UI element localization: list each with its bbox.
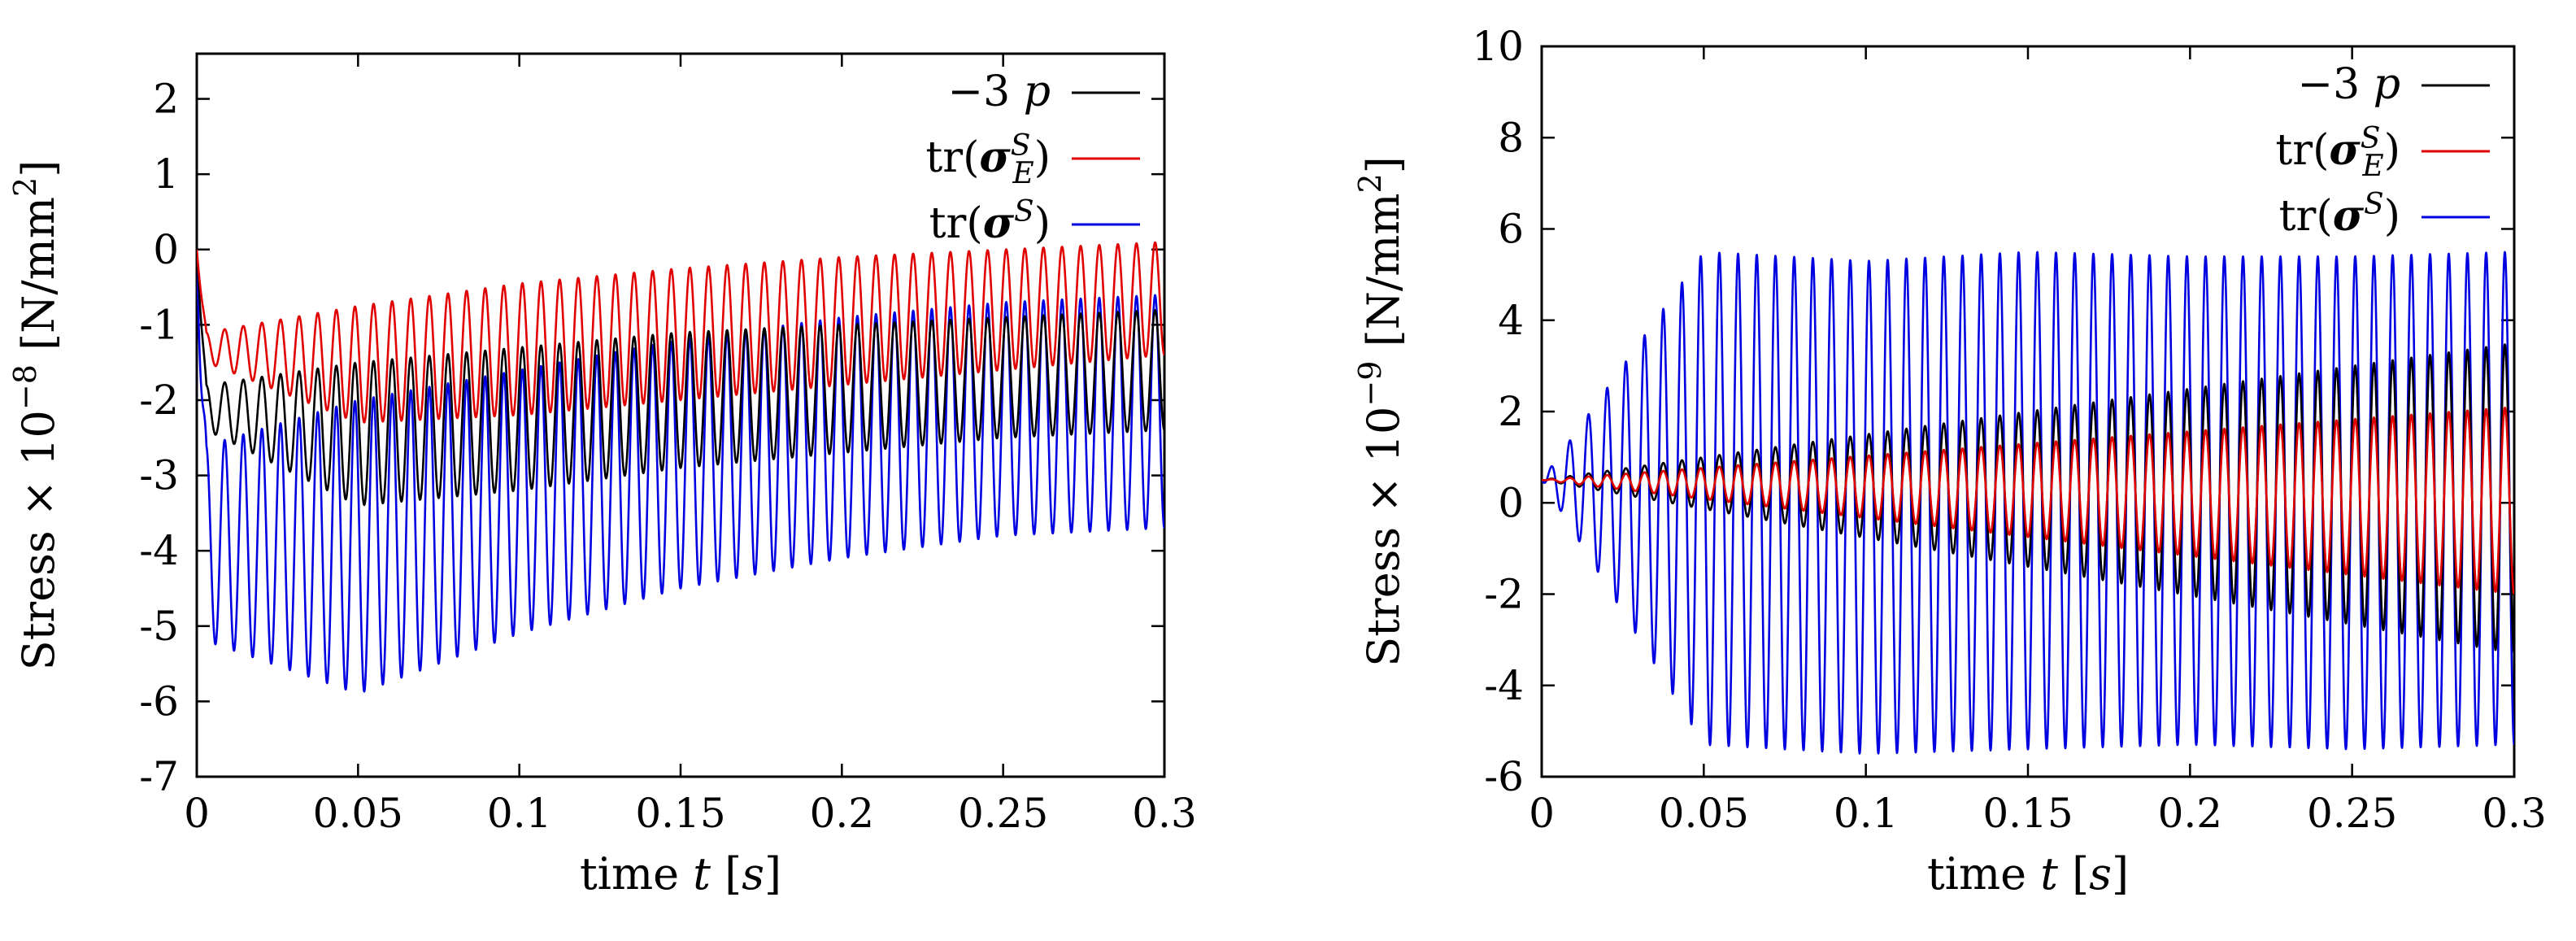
x-tick-label: 0.2 xyxy=(2158,790,2223,837)
y-tick-label: -5 xyxy=(139,603,179,650)
series-layer xyxy=(197,241,1164,693)
x-tick-label: 0.05 xyxy=(313,790,403,837)
series-line-neg3p xyxy=(1542,343,2514,654)
left-chart: 0 0.05 0.1 0.15 0.2 0.25 0.3 2 1 0 -1 -2 -3 -4 -5 -6 -7 −… xyxy=(7,52,1197,900)
y-tick-label: 2 xyxy=(153,76,179,123)
x-tick-label: 0.25 xyxy=(2307,790,2397,837)
y-tick-label: -4 xyxy=(1484,662,1524,709)
legend-label: tr(σS E) xyxy=(925,129,1051,190)
y-tick-label: 0 xyxy=(1498,479,1524,526)
y-tick-label: 0 xyxy=(153,226,179,273)
legend-label: tr(σS) xyxy=(929,195,1051,248)
legend-label: tr(σS) xyxy=(2279,188,2400,241)
series-layer xyxy=(1542,250,2514,755)
y-tick-label: -3 xyxy=(139,452,179,499)
x-tick-label: 0.15 xyxy=(635,790,725,837)
series-line-tr-sigma xyxy=(1542,250,2514,755)
y-tick-label: 2 xyxy=(1498,388,1524,435)
y-axis-label: Stress × 10−9 [N/mm2] xyxy=(1352,156,1409,667)
x-tick-label: 0.3 xyxy=(1132,790,1197,837)
legend-label: −3 p xyxy=(948,68,1051,116)
x-tick-label: 0 xyxy=(1529,790,1555,837)
x-tick-label: 0.25 xyxy=(958,790,1048,837)
y-tick-label: -7 xyxy=(139,753,179,800)
series-line-tr-sigma-e xyxy=(1542,406,2514,595)
legend-label: tr(σS E) xyxy=(2275,122,2400,183)
x-tick-label: 0.1 xyxy=(487,790,552,837)
x-tick-label: 0.15 xyxy=(1982,790,2073,837)
series-line-tr-sigma-e xyxy=(197,241,1164,424)
y-tick-label: -1 xyxy=(139,301,179,348)
legend-label: −3 p xyxy=(2298,60,2400,109)
x-tick-label: 0.05 xyxy=(1659,790,1749,837)
x-tick-label: 0.1 xyxy=(1834,790,1899,837)
y-tick-label: -4 xyxy=(139,527,179,574)
x-tick-label: 0 xyxy=(184,790,210,837)
y-tick-label: -2 xyxy=(1484,571,1524,618)
x-axis-label: time t [s] xyxy=(1927,848,2129,900)
x-tick-label: 0.3 xyxy=(2482,790,2547,837)
x-tick-label: 0.2 xyxy=(810,790,875,837)
right-chart: 0 0.05 0.1 0.15 0.2 0.25 0.3 10 8 6 4 2 0 -2 -4 -6 −3 p t… xyxy=(1352,23,2547,900)
y-tick-label: -6 xyxy=(139,677,179,725)
y-tick-label: 10 xyxy=(1472,23,1524,70)
y-tick-label: -2 xyxy=(139,377,179,424)
x-axis-label: time t [s] xyxy=(580,848,781,900)
y-tick-label: 4 xyxy=(1498,297,1524,344)
series-line-neg3p xyxy=(197,249,1164,507)
y-tick-label: -6 xyxy=(1484,753,1524,800)
y-tick-label: 6 xyxy=(1498,206,1524,253)
y-tick-label: 1 xyxy=(153,150,179,198)
y-axis-label: Stress × 10−8 [N/mm2] xyxy=(7,160,64,671)
y-tick-label: 8 xyxy=(1498,114,1524,161)
